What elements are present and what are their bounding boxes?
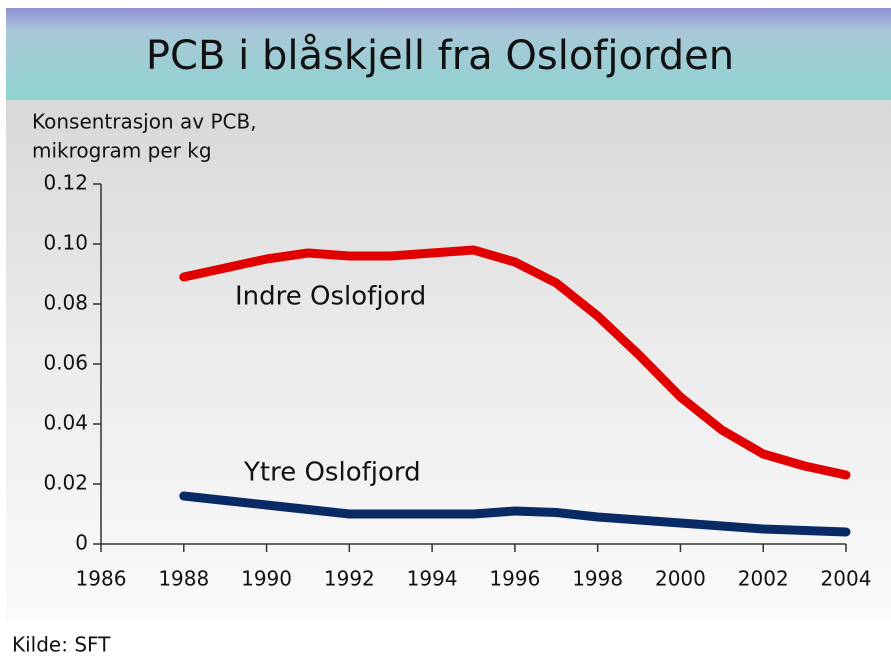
x-tick-label: 1988 <box>158 567 209 591</box>
series-label: Indre Oslofjord <box>235 282 426 312</box>
x-tick-label: 2002 <box>738 567 789 591</box>
x-tick-label: 1992 <box>324 567 375 591</box>
y-tick-label: 0.06 <box>43 351 88 375</box>
source: Kilde: SFT <box>12 633 111 657</box>
y-tick-label: 0.04 <box>43 411 88 435</box>
x-tick-label: 1990 <box>241 567 292 591</box>
header-band <box>6 8 891 100</box>
y-tick-label: 0.12 <box>43 171 88 195</box>
y-tick-label: 0.10 <box>43 231 88 255</box>
x-tick-label: 2004 <box>821 567 872 591</box>
plot-bg <box>6 100 891 620</box>
y-axis-label: Konsentrasjon av PCB, <box>32 110 257 134</box>
chart-title: PCB i blåskjell fra Oslofjorden <box>146 33 734 79</box>
y-axis-label: mikrogram per kg <box>32 139 212 163</box>
x-tick-label: 2000 <box>655 567 706 591</box>
series-line <box>179 491 851 537</box>
series-line <box>179 245 851 480</box>
x-tick-label: 1986 <box>76 567 127 591</box>
series-label: Ytre Oslofjord <box>243 458 421 488</box>
y-tick-label: 0.08 <box>43 291 88 315</box>
y-tick-label: 0.02 <box>43 471 88 495</box>
x-tick-label: 1996 <box>489 567 540 591</box>
x-tick-label: 1998 <box>572 567 623 591</box>
y-tick-label: 0 <box>75 531 88 555</box>
x-tick-label: 1994 <box>407 567 458 591</box>
